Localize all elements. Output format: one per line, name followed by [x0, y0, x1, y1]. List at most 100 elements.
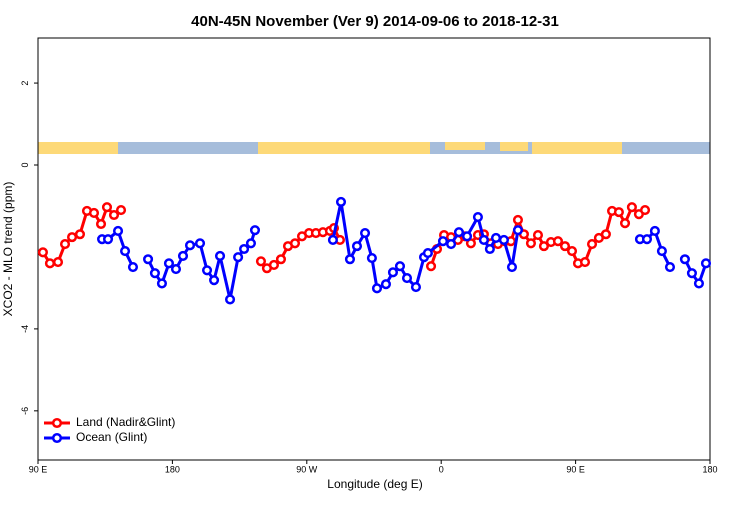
chart-title: 40N-45N November (Ver 9) 2014-09-06 to 2… [191, 13, 559, 30]
data-point [127, 261, 139, 273]
data-point [74, 229, 86, 240]
data-point [387, 267, 399, 278]
data-point [472, 211, 483, 223]
legend-label: Ocean (Glint) [76, 430, 147, 444]
y-tick-label: -6 [20, 407, 30, 415]
data-point [425, 261, 437, 272]
data-point [184, 240, 196, 251]
data-point [88, 207, 100, 218]
plot-frame [37, 37, 711, 461]
land-strip [532, 142, 622, 154]
data-point [335, 196, 347, 207]
data-point [156, 278, 167, 289]
data-point [512, 225, 524, 236]
data-point [371, 283, 383, 294]
data-point [490, 232, 502, 243]
land-strip [500, 142, 528, 151]
data-point [401, 273, 413, 284]
land-strip [445, 142, 485, 150]
data-point [664, 261, 676, 273]
x-tick-label: 90 W [296, 464, 318, 474]
data-point [619, 218, 631, 229]
data-point [66, 232, 78, 243]
data-point [344, 254, 356, 265]
data-point [351, 241, 363, 252]
x-tick-label: 0 [439, 464, 444, 474]
data-point [641, 234, 653, 245]
data-point [525, 238, 536, 249]
data-point [44, 258, 55, 269]
data-point [484, 243, 495, 255]
x-tick-label: 180 [702, 464, 717, 474]
y-tick-label: 2 [20, 81, 30, 86]
data-point [275, 254, 287, 265]
data-point [366, 252, 377, 264]
data-point [194, 238, 206, 249]
data-point [101, 202, 113, 213]
data-point [532, 230, 544, 241]
data-point [327, 234, 338, 246]
data-point [52, 257, 64, 268]
data-point [177, 250, 189, 262]
data-point [108, 209, 120, 221]
data-point [613, 207, 624, 218]
data-point [498, 234, 509, 246]
data-point [693, 278, 704, 289]
data-point [115, 205, 127, 216]
legend-marker [51, 432, 63, 444]
data-point [394, 261, 406, 272]
data-point [149, 268, 160, 279]
data-point [380, 279, 391, 290]
data-point [249, 225, 261, 236]
x-tick-label: 180 [165, 464, 180, 474]
data-point [600, 229, 611, 240]
data-point [512, 214, 524, 225]
data-point [112, 225, 124, 237]
data-point [506, 261, 518, 273]
data-point [201, 265, 213, 276]
data-point [686, 268, 697, 279]
data-point [143, 254, 154, 265]
data-point [255, 256, 267, 267]
data-point [639, 205, 651, 216]
data-point [552, 236, 564, 247]
data-point [446, 239, 457, 250]
data-point [170, 264, 182, 275]
data-point [566, 245, 578, 257]
data-point [239, 243, 250, 255]
data-point [461, 231, 473, 242]
data-point [579, 257, 591, 268]
data-point [478, 234, 489, 246]
land-strip [38, 142, 118, 154]
data-point [559, 241, 571, 252]
data-point [37, 247, 48, 258]
data-point [289, 238, 301, 249]
data-point [233, 252, 244, 263]
legend: Land (Nadir&Glint)Ocean (Glint) [44, 415, 175, 444]
y-tick-label: -4 [20, 325, 30, 333]
data-point [245, 238, 256, 249]
data-point [679, 254, 690, 265]
data-point [538, 241, 549, 252]
data-point [626, 202, 637, 213]
x-tick-label: 90 E [29, 464, 48, 474]
data-point [102, 234, 114, 245]
data-point [163, 258, 175, 269]
data-point [95, 218, 107, 230]
data-point [214, 250, 226, 262]
data-point [359, 227, 371, 239]
data-point [59, 239, 71, 250]
y-axis-label: XCO2 - MLO trend (ppm) [1, 182, 15, 317]
legend-label: Land (Nadir&Glint) [76, 415, 175, 429]
data-point [422, 248, 433, 259]
y-tick-label: 0 [20, 163, 30, 168]
data-point [224, 294, 236, 305]
data-point [410, 282, 422, 293]
land-strip [258, 142, 430, 154]
land-ocean-strip [38, 142, 710, 154]
data-point [453, 227, 465, 238]
data-point [120, 245, 131, 257]
data-point [209, 275, 220, 286]
x-tick-label: 90 E [566, 464, 585, 474]
